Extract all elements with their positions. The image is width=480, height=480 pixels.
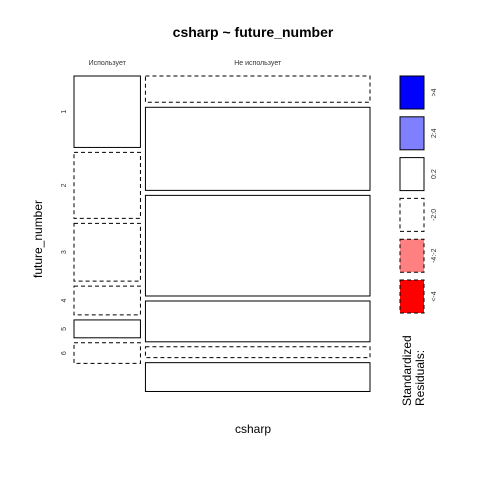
residuals-legend: >4 2:4 0:2 -2:0 -4:-2 <-4 Standardized Residual… <box>399 75 438 406</box>
y-axis-label: future_number <box>31 200 45 278</box>
mosaic-cell <box>73 151 141 219</box>
legend-title-line2: Residuals: <box>413 350 427 406</box>
legend-swatch <box>399 238 425 273</box>
row-labels: 1 2 3 4 5 6 <box>61 110 68 355</box>
mosaic-cell <box>73 285 141 316</box>
legend-swatch <box>399 75 425 110</box>
mosaic-cell <box>73 319 141 339</box>
mosaic-cells <box>73 75 371 392</box>
mosaic-cell <box>144 106 371 191</box>
row-label: 2 <box>61 183 68 187</box>
legend-item-label: >4 <box>431 88 438 96</box>
legend-item-label: 2:4 <box>431 128 438 138</box>
column-label: Использует <box>89 60 127 67</box>
row-label: 3 <box>61 250 68 254</box>
row-label: 5 <box>61 327 68 331</box>
x-axis-label: csharp <box>235 422 271 436</box>
mosaic-cell <box>73 222 141 282</box>
row-label: 1 <box>61 110 68 114</box>
mosaic-cell <box>144 75 371 103</box>
legend-item-label: -4:-2 <box>431 248 438 263</box>
mosaic-cell <box>73 342 141 364</box>
legend-item-label: 0:2 <box>431 169 438 179</box>
legend-item-label: -2:0 <box>431 209 438 221</box>
legend-swatch <box>399 116 425 151</box>
legend-item-label: <-4 <box>431 291 438 301</box>
legend-swatch <box>399 279 425 314</box>
legend-swatch <box>399 197 425 232</box>
legend-title-line1: Standardized <box>400 335 414 406</box>
column-label: Не использует <box>234 60 282 67</box>
row-label: 4 <box>61 298 68 302</box>
mosaic-cell <box>144 346 371 359</box>
legend-swatch <box>399 157 425 192</box>
chart-title: csharp ~ future_number <box>173 24 334 40</box>
mosaic-cell <box>144 362 371 392</box>
mosaic-cell <box>144 194 371 297</box>
column-labels: Использует Не использует <box>89 60 282 67</box>
row-label: 6 <box>61 351 68 355</box>
mosaic-cell <box>73 75 141 148</box>
mosaic-cell <box>144 300 371 343</box>
